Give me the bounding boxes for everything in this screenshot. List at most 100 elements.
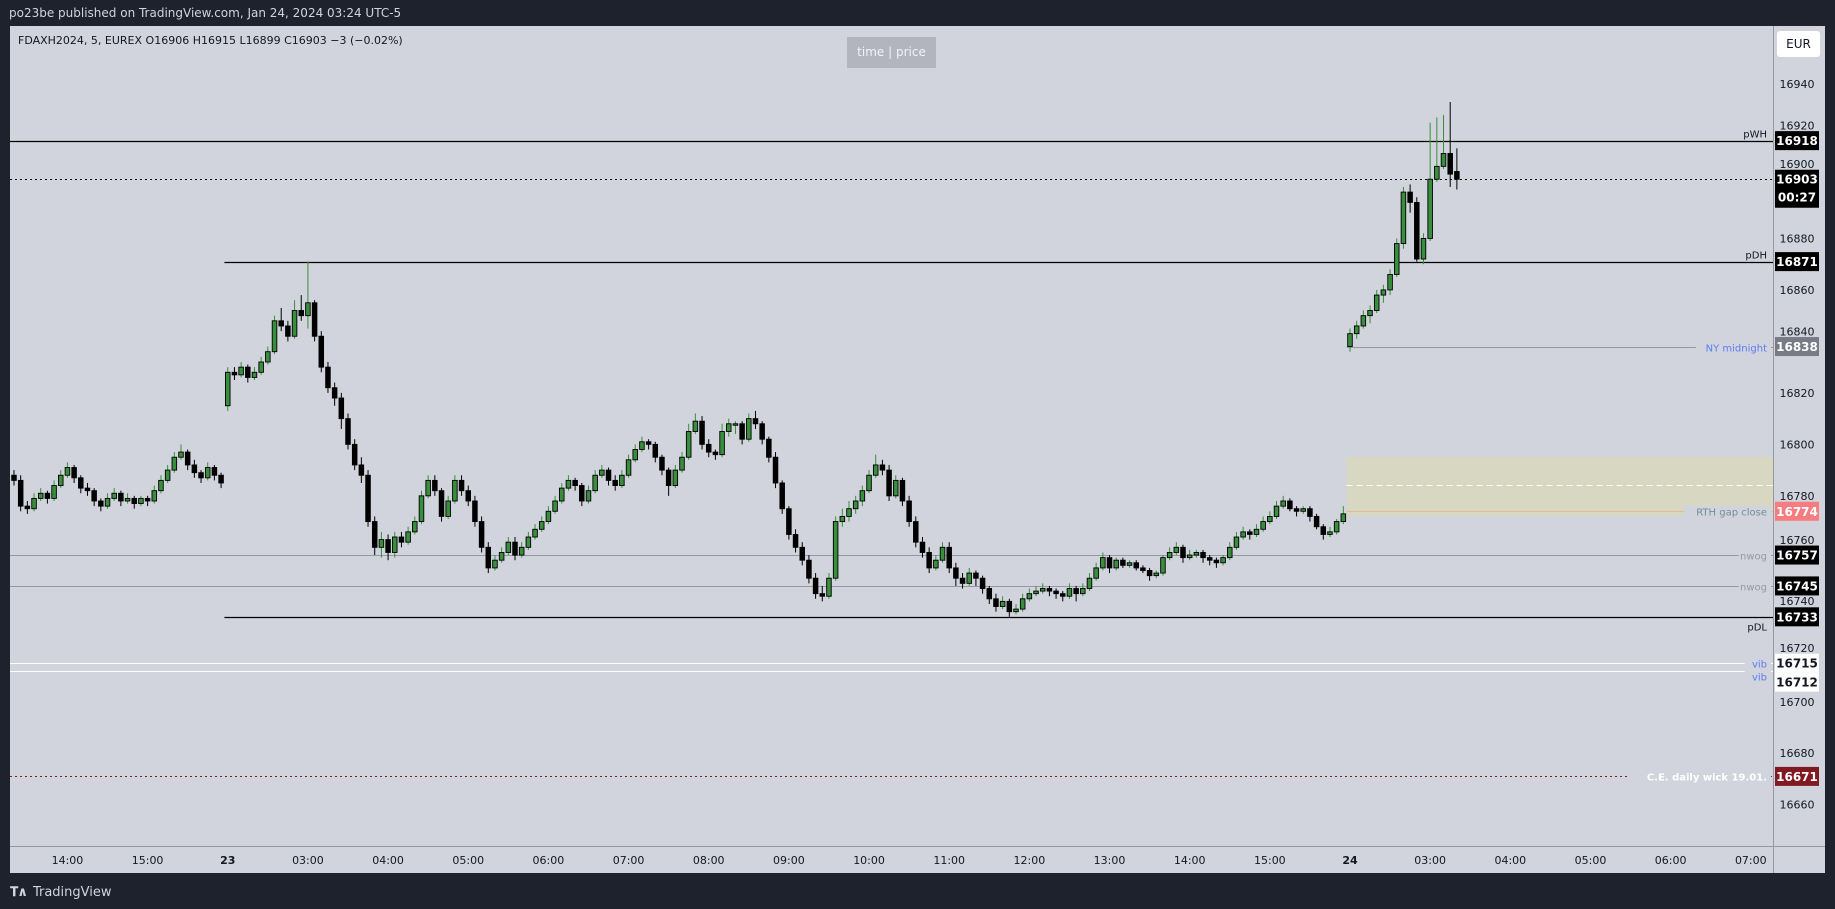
candle — [1400, 186, 1407, 249]
candle-body — [11, 474, 17, 481]
candle — [518, 542, 525, 558]
candle-body — [432, 479, 438, 492]
candle-body — [1160, 557, 1166, 574]
candle — [1146, 567, 1153, 581]
candle-body — [919, 541, 926, 553]
candle-body — [579, 485, 585, 502]
candle — [371, 516, 378, 556]
currency-button[interactable]: EUR — [1777, 31, 1820, 57]
candle-body — [719, 431, 725, 456]
candle-body — [1267, 515, 1273, 523]
candle — [1186, 549, 1193, 561]
candle-body — [445, 500, 451, 517]
candle — [1060, 591, 1066, 602]
candle-body — [1320, 526, 1327, 535]
candle — [31, 493, 37, 512]
candle — [398, 531, 405, 548]
candle — [779, 480, 785, 514]
candle — [766, 436, 772, 463]
candle — [1126, 560, 1133, 568]
candle-body — [839, 515, 846, 523]
candle-body — [799, 546, 805, 561]
candle-body — [1053, 590, 1059, 595]
candle — [806, 555, 812, 584]
candle-body — [178, 451, 184, 458]
candle-body — [1206, 557, 1213, 561]
candle — [592, 470, 598, 494]
tradingview-logo-icon: 𝐓∧ — [10, 884, 28, 900]
candle-body — [452, 479, 458, 502]
x-tick-label: 03:00 — [292, 854, 324, 867]
candle-body — [1407, 191, 1413, 203]
candle — [1313, 513, 1320, 530]
candle-body — [438, 490, 445, 517]
candle — [151, 485, 158, 504]
candle-body — [886, 469, 892, 497]
candle — [913, 516, 919, 548]
candle — [846, 500, 852, 522]
candle — [64, 462, 71, 478]
candle — [1253, 524, 1260, 538]
candle-body — [138, 497, 144, 505]
candle — [385, 534, 391, 561]
candle — [979, 575, 986, 594]
price-tag-bg — [1775, 545, 1819, 565]
candle-body — [692, 420, 699, 432]
candle — [418, 490, 425, 525]
candle-body — [1420, 237, 1427, 260]
candle — [432, 475, 438, 496]
candle — [1360, 310, 1367, 329]
candle — [1287, 498, 1293, 512]
candle-body — [351, 443, 358, 466]
candle-body — [1307, 508, 1313, 517]
time-price-button[interactable]: time | price — [847, 37, 936, 68]
candle — [999, 596, 1006, 610]
x-tick-label: 15:00 — [132, 854, 164, 867]
candle — [512, 537, 518, 561]
chart-frame — [10, 26, 1825, 873]
candle-body — [238, 366, 244, 376]
candle — [792, 529, 799, 553]
candle-body — [245, 366, 251, 378]
y-tick-label: 16920 — [1780, 120, 1815, 133]
candle-body — [1414, 201, 1420, 260]
candle — [278, 307, 284, 332]
candle — [218, 472, 224, 489]
candle — [358, 457, 365, 483]
candle — [1300, 506, 1306, 514]
candle-body — [852, 500, 859, 510]
candle — [204, 462, 211, 481]
candle-body — [999, 600, 1006, 607]
candle — [1240, 526, 1246, 540]
candle — [545, 506, 552, 525]
candle — [1180, 544, 1186, 563]
candle — [746, 413, 752, 442]
candle-body — [144, 497, 151, 502]
candle-body — [1293, 508, 1300, 512]
candle — [325, 361, 331, 393]
candle — [752, 410, 759, 429]
candle — [311, 300, 318, 342]
candle-body — [198, 472, 204, 479]
price-tag-value: 16733 — [1776, 610, 1818, 624]
candle — [973, 570, 979, 586]
candle — [1033, 585, 1039, 597]
candle-body — [893, 479, 899, 497]
candle-body — [164, 469, 171, 481]
y-tick-label: 16760 — [1780, 534, 1815, 547]
candle-body — [1227, 546, 1233, 559]
level-label-bg-nwog1 — [1738, 549, 1771, 562]
price-tag-value: 16838 — [1776, 340, 1818, 354]
candle-body — [211, 467, 218, 476]
candle-body — [1247, 531, 1253, 535]
candle-body — [231, 371, 238, 376]
candle — [699, 416, 705, 450]
candle — [625, 454, 632, 478]
publish-text: po23be published on TradingView.com, Jan… — [9, 6, 402, 20]
candle — [1166, 547, 1173, 561]
candle-body — [879, 464, 886, 471]
price-tag-pdh: 16871 — [1775, 252, 1819, 272]
candle-body — [545, 510, 552, 523]
candle — [258, 356, 264, 375]
